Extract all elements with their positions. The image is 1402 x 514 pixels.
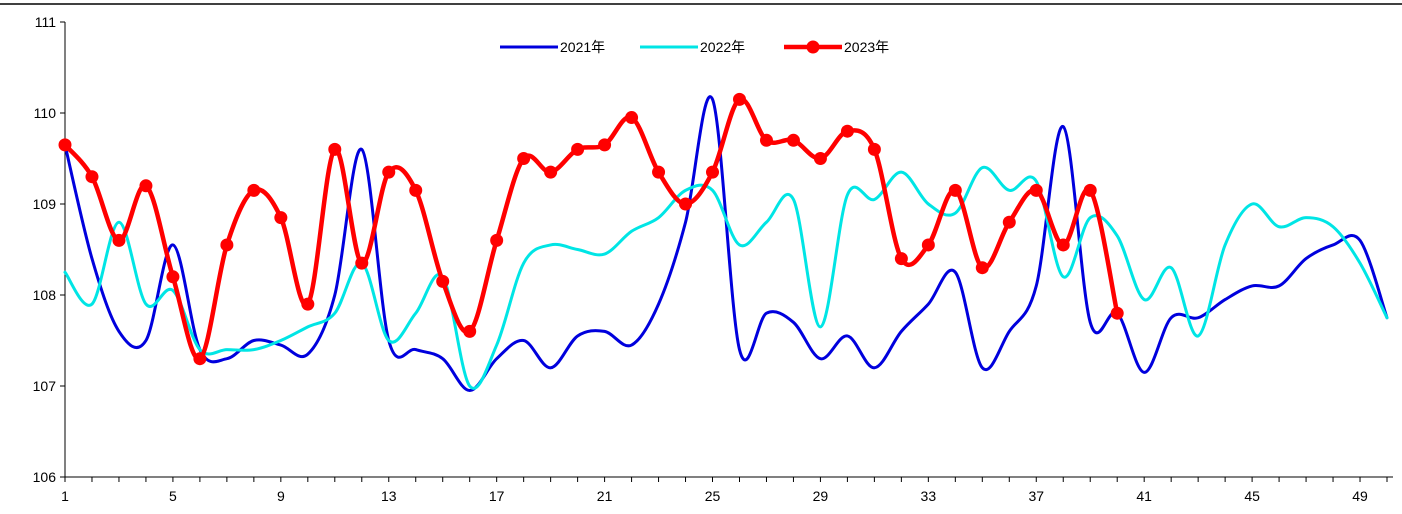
data-point — [1110, 306, 1124, 320]
data-point — [436, 274, 450, 288]
data-point — [652, 165, 666, 179]
x-tick-label: 49 — [1352, 488, 1368, 504]
x-tick-label: 25 — [705, 488, 721, 504]
x-tick-label: 5 — [169, 488, 177, 504]
y-tick-label: 108 — [33, 287, 57, 303]
data-point — [706, 165, 720, 179]
data-point — [247, 183, 261, 197]
series-1 — [63, 165, 1389, 390]
data-point — [571, 142, 585, 156]
data-point — [1056, 238, 1070, 252]
x-tick-label: 13 — [381, 488, 397, 504]
legend-item: 2023年 — [784, 39, 889, 55]
x-tick-label: 21 — [597, 488, 613, 504]
data-point — [625, 111, 639, 125]
data-point — [85, 170, 99, 184]
x-tick-label: 33 — [921, 488, 937, 504]
data-point — [409, 183, 423, 197]
data-point — [58, 138, 72, 152]
series-layer — [58, 92, 1389, 393]
data-point — [301, 297, 315, 311]
y-tick-label: 109 — [33, 196, 57, 212]
data-point — [975, 261, 989, 275]
legend-label: 2023年 — [844, 39, 889, 55]
x-tick-label: 9 — [277, 488, 285, 504]
data-point — [867, 142, 881, 156]
legend-marker — [806, 40, 820, 54]
x-tick-label: 41 — [1136, 488, 1152, 504]
data-point — [679, 197, 693, 211]
data-point — [840, 124, 854, 138]
x-tick-label: 37 — [1028, 488, 1044, 504]
data-point — [1002, 215, 1016, 229]
x-tick-label: 29 — [813, 488, 829, 504]
series-line — [63, 95, 1389, 393]
data-point — [598, 138, 612, 152]
data-point — [1029, 183, 1043, 197]
data-point — [759, 133, 773, 147]
x-tick-label: 45 — [1244, 488, 1260, 504]
x-tick-label: 1 — [61, 488, 69, 504]
data-point — [274, 211, 288, 225]
data-point — [1083, 183, 1097, 197]
data-point — [544, 165, 558, 179]
data-point — [328, 142, 342, 156]
y-tick-label: 110 — [34, 105, 57, 121]
data-point — [517, 152, 531, 165]
data-point — [948, 183, 962, 197]
data-point — [166, 270, 180, 284]
series-line — [62, 97, 1120, 361]
series-line — [63, 165, 1389, 390]
y-tick-label: 106 — [33, 469, 57, 485]
x-tick-label: 17 — [489, 488, 505, 504]
legend-label: 2022年 — [700, 39, 745, 55]
data-point — [490, 233, 504, 247]
data-point — [382, 165, 396, 179]
data-point — [732, 92, 746, 106]
data-point — [813, 152, 827, 165]
data-point — [193, 352, 207, 366]
data-point — [786, 133, 800, 147]
y-tick-label: 107 — [33, 378, 57, 394]
series-0 — [63, 95, 1389, 393]
legend-item: 2021年 — [500, 39, 605, 55]
series-2 — [58, 92, 1124, 366]
data-point — [463, 324, 477, 338]
data-point — [894, 252, 908, 266]
data-point — [139, 179, 153, 193]
legend-item: 2022年 — [640, 39, 745, 55]
y-tick-label: 111 — [35, 14, 56, 30]
data-point — [220, 238, 234, 252]
legend-label: 2021年 — [560, 39, 605, 55]
data-point — [921, 238, 935, 252]
data-point — [112, 233, 126, 247]
data-point — [355, 256, 369, 270]
legend: 2021年 2022年 2023年 — [500, 39, 889, 55]
